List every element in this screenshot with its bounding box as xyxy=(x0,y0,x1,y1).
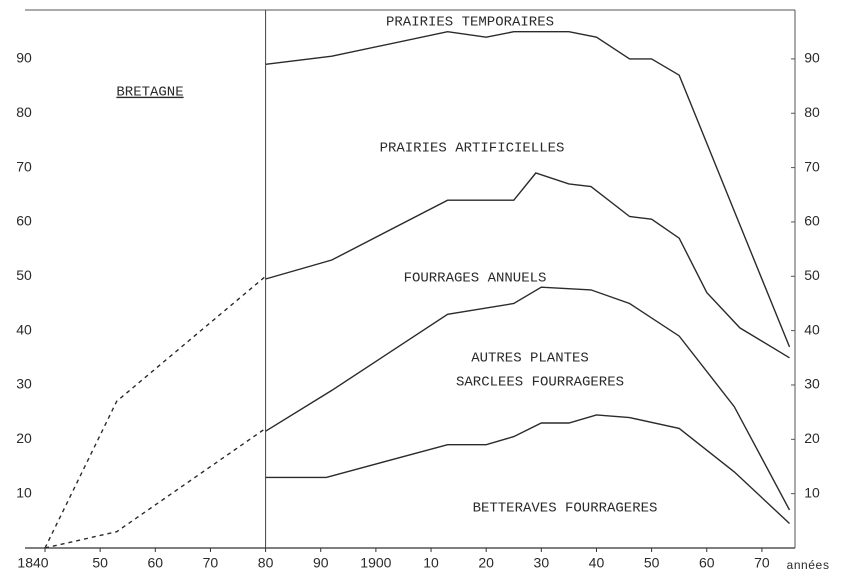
y2-tick-label: 60 xyxy=(804,213,820,229)
x-tick-label: 1900 xyxy=(360,555,391,571)
y2-tick-label: 70 xyxy=(804,158,820,174)
dashed-line xyxy=(44,427,266,549)
y-tick-label: 30 xyxy=(16,376,32,392)
region-label: BRETAGNE xyxy=(116,85,183,101)
line xyxy=(265,30,791,348)
region-label: BETTERAVES FOURRAGERES xyxy=(473,501,658,517)
line xyxy=(265,414,790,525)
region-label: PRAIRIES TEMPORAIRES xyxy=(386,15,554,31)
x-tick-label: 1840 xyxy=(17,555,48,571)
x-tick-label: 40 xyxy=(589,555,605,571)
x-tick-label: 20 xyxy=(478,555,494,571)
x-tick-label: 90 xyxy=(313,555,329,571)
y2-tick-label: 50 xyxy=(804,267,820,283)
line xyxy=(265,286,791,511)
y2-tick-label: 20 xyxy=(804,430,820,446)
y-tick-label: 10 xyxy=(16,484,32,500)
region-label: FOURRAGES ANNUELS xyxy=(404,271,547,287)
line xyxy=(265,172,790,359)
y2-tick-label: 30 xyxy=(804,376,820,392)
dashed-line xyxy=(44,275,267,549)
x-tick-label: 70 xyxy=(203,555,219,571)
y2-tick-label: 40 xyxy=(804,321,820,337)
x-tick-label: 60 xyxy=(148,555,164,571)
y2-tick-label: 90 xyxy=(804,50,820,66)
x-axis-label: années xyxy=(786,559,829,573)
y2-tick-label: 80 xyxy=(804,104,820,120)
y-tick-label: 60 xyxy=(16,213,32,229)
x-tick-label: 50 xyxy=(644,555,660,571)
y-tick-label: 70 xyxy=(16,158,32,174)
region-label: PRAIRIES ARTIFICIELLES xyxy=(380,141,565,157)
y-tick-label: 40 xyxy=(16,321,32,337)
x-tick-label: 80 xyxy=(258,555,274,571)
y-tick-label: 50 xyxy=(16,267,32,283)
y-tick-label: 90 xyxy=(16,50,32,66)
region-label: AUTRES PLANTES xyxy=(471,351,589,367)
x-tick-label: 60 xyxy=(699,555,715,571)
x-tick-label: 10 xyxy=(423,555,439,571)
region-label: SARCLEES FOURRAGERES xyxy=(456,375,624,391)
y-tick-label: 80 xyxy=(16,104,32,120)
x-tick-label: 30 xyxy=(534,555,550,571)
y-tick-label: 20 xyxy=(16,430,32,446)
x-tick-label: 70 xyxy=(754,555,770,571)
y2-tick-label: 10 xyxy=(804,484,820,500)
x-tick-label: 50 xyxy=(92,555,108,571)
